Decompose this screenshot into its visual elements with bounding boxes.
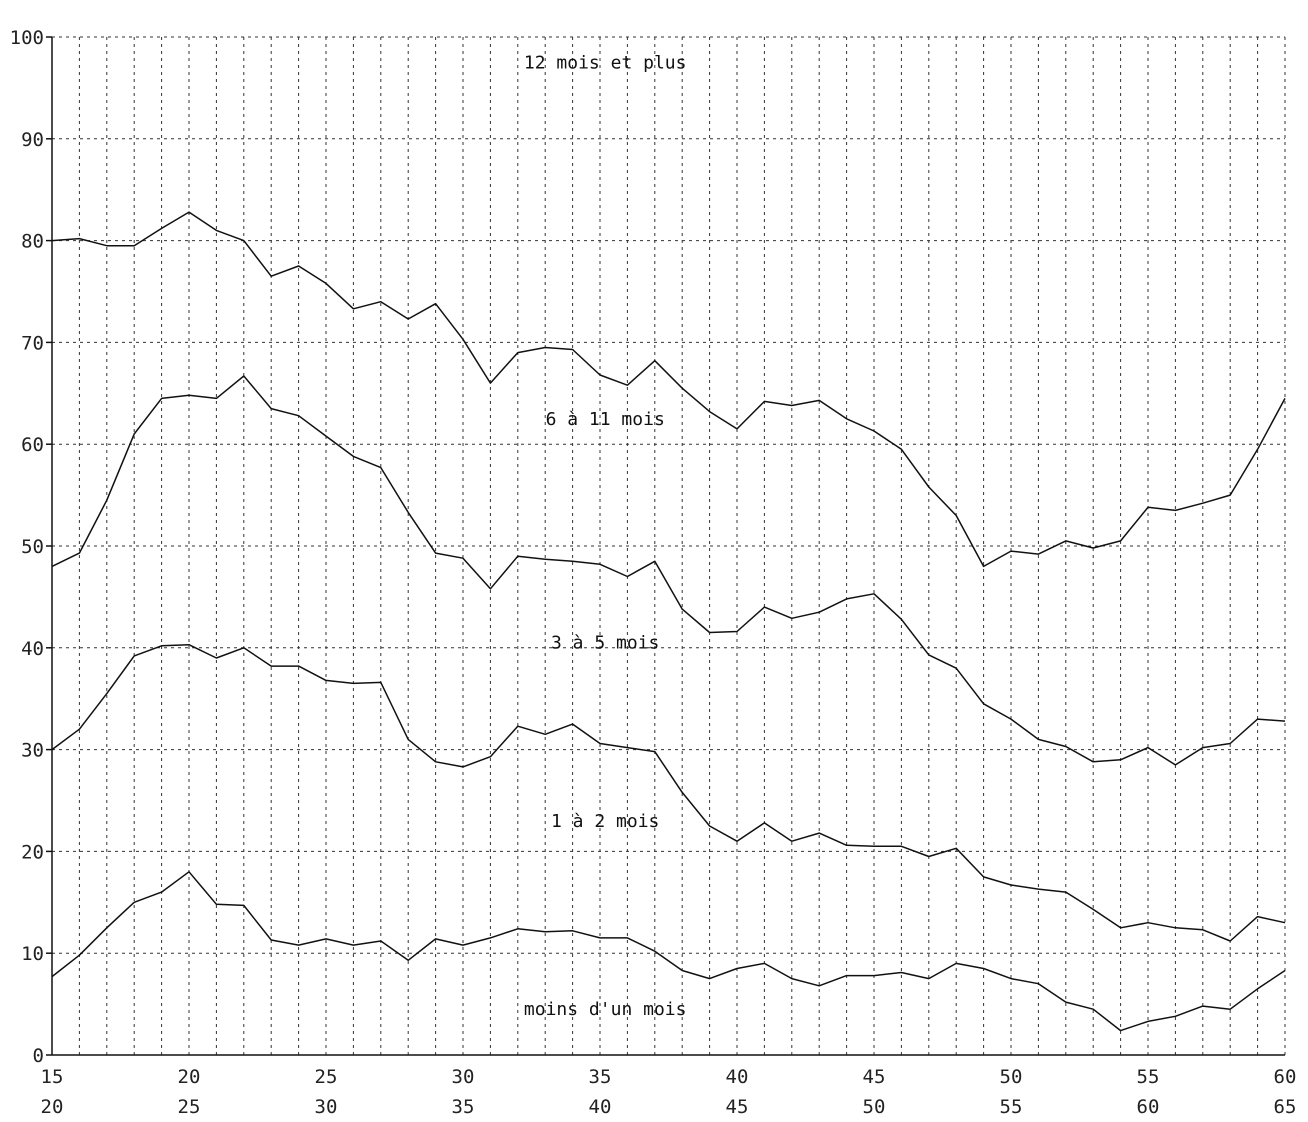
- x-tick-label-top: 25: [315, 1066, 338, 1088]
- x-tick-label-bottom: 35: [452, 1096, 475, 1118]
- x-tick-label-bottom: 65: [1274, 1096, 1297, 1118]
- axes: [46, 36, 1285, 1056]
- x-tick-label-top: 55: [1137, 1066, 1160, 1088]
- y-tick-label: 100: [10, 27, 44, 49]
- y-tick-labels: 0 10 20 30 40 50 60 70 80 90 100: [10, 27, 44, 1067]
- x-tick-label-bottom: 45: [726, 1096, 749, 1118]
- x-tick-label-bottom: 50: [863, 1096, 886, 1118]
- vertical-gridlines: [78, 37, 1286, 1055]
- x-tick-label-top: 60: [1274, 1066, 1297, 1088]
- y-tick-label: 0: [33, 1045, 44, 1067]
- x-tick-label-top: 45: [863, 1066, 886, 1088]
- x-tick-label-top: 30: [452, 1066, 475, 1088]
- x-tick-label-top: 15: [41, 1066, 64, 1088]
- band-label: 1 à 2 mois: [551, 811, 659, 832]
- band-label: 3 à 5 mois: [551, 633, 659, 654]
- x-tick-label-top: 35: [589, 1066, 612, 1088]
- band-label: 12 mois et plus: [524, 52, 687, 73]
- y-tick-label: 40: [21, 638, 44, 660]
- x-tick-label-bottom: 25: [178, 1096, 201, 1118]
- x-tick-label-bottom: 60: [1137, 1096, 1160, 1118]
- x-tick-label-top: 50: [1000, 1066, 1023, 1088]
- x-tick-label-bottom: 20: [41, 1096, 64, 1118]
- y-tick-label: 30: [21, 740, 44, 762]
- series-line-3: [51, 643, 1286, 942]
- series-line-2: [51, 375, 1286, 766]
- y-tick-label: 60: [21, 434, 44, 456]
- x-tick-label-bottom: 40: [589, 1096, 612, 1118]
- x-tick-label-top: 20: [178, 1066, 201, 1088]
- x-tick-label-bottom: 55: [1000, 1096, 1023, 1118]
- y-tick-label: 80: [21, 231, 44, 253]
- y-tick-label: 20: [21, 841, 44, 863]
- x-tick-labels-bottom: 20 25 30 35 40 45 50 55 60 65: [41, 1096, 1297, 1118]
- series-line-1: [51, 211, 1286, 568]
- x-tick-labels-top: 15 20 25 30 35 40 45 50 55 60: [41, 1066, 1297, 1088]
- y-tick-label: 50: [21, 536, 44, 558]
- y-tick-label: 90: [21, 129, 44, 151]
- horizontal-gridlines: [52, 36, 1285, 954]
- band-label: 6 à 11 mois: [546, 409, 665, 430]
- band-label: moins d'un mois: [524, 999, 687, 1020]
- series-line-4: [51, 871, 1286, 1032]
- x-tick-label-bottom: 30: [315, 1096, 338, 1118]
- y-tick-label: 70: [21, 332, 44, 354]
- x-tick-label-top: 40: [726, 1066, 749, 1088]
- band-labels: 12 mois et plus 6 à 11 mois 3 à 5 mois 1 à …: [524, 52, 687, 1020]
- y-tick-label: 10: [21, 943, 44, 965]
- series-lines: [51, 211, 1286, 1032]
